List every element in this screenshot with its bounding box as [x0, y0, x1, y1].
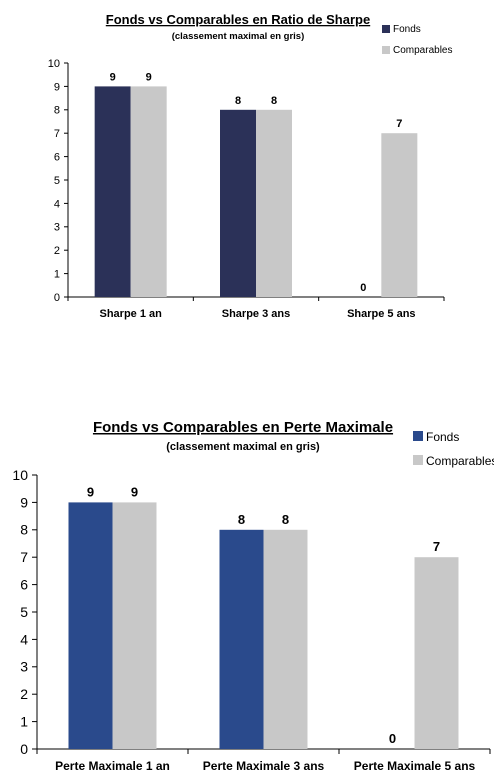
data-label: 8	[282, 512, 289, 527]
bar-fonds	[94, 86, 131, 298]
data-label: 9	[146, 71, 152, 83]
data-label: 0	[389, 731, 396, 746]
perte-maximale-chart-svg: Fonds vs Comparables en Perte Maximale (…	[12, 419, 494, 773]
chart-subtitle: (classement maximal en gris)	[166, 441, 320, 453]
bar-fonds	[68, 502, 113, 749]
data-label: 8	[238, 512, 245, 527]
data-label: 8	[271, 95, 277, 107]
data-label: 9	[110, 71, 116, 83]
data-label: 8	[235, 95, 241, 107]
y-tick-label: 5	[54, 175, 60, 187]
x-tick-label: Perte Maximale 3 ans	[203, 759, 325, 773]
bar-comparables	[130, 86, 167, 298]
data-label: 0	[360, 282, 366, 294]
legend: Fonds Comparables	[382, 24, 452, 56]
bar-comparables	[414, 557, 459, 749]
legend-swatch-comparables	[382, 46, 390, 54]
x-tick-label: Sharpe 1 an	[99, 308, 162, 320]
y-tick-label: 0	[54, 292, 60, 304]
y-tick-label: 2	[54, 245, 60, 257]
y-tick-label: 8	[20, 522, 28, 538]
legend-swatch-fonds	[413, 431, 423, 441]
x-tick-label: Perte Maximale 5 ans	[354, 759, 476, 773]
bar-fonds	[220, 109, 256, 297]
bar-comparables	[263, 529, 308, 749]
y-tick-label: 9	[20, 494, 28, 510]
sharpe-chart-svg: Fonds vs Comparables en Ratio de Sharpe …	[48, 12, 453, 320]
legend-label-comparables: Comparables	[393, 45, 452, 56]
legend-label-fonds: Fonds	[426, 430, 459, 444]
legend-label-comparables: Comparables	[426, 454, 494, 468]
perte-maximale-chart: Fonds vs Comparables en Perte Maximale (…	[0, 400, 494, 773]
data-label: 7	[433, 539, 440, 554]
x-tick-label: Perte Maximale 1 an	[55, 759, 170, 773]
y-tick-label: 3	[20, 659, 28, 675]
y-tick-label: 4	[54, 198, 60, 210]
y-tick-label: 5	[20, 604, 28, 620]
plot-area: 0 1 2 3 4 5 6 7 8 9 10 9 9 Sharpe 1 an 8 8 Sharpe 3 ans 0…	[48, 58, 445, 320]
y-tick-label: 2	[20, 686, 28, 702]
y-tick-label: 4	[20, 631, 28, 647]
bar-fonds	[219, 529, 264, 749]
data-label: 9	[131, 484, 138, 499]
bar-comparables	[381, 133, 418, 297]
data-label: 9	[87, 484, 94, 499]
chart-subtitle: (classement maximal en gris)	[172, 31, 305, 42]
y-tick-label: 9	[54, 81, 60, 93]
x-tick-label: Sharpe 3 ans	[222, 308, 290, 320]
chart-title: Fonds vs Comparables en Perte Maximale	[93, 419, 393, 436]
y-tick-label: 10	[12, 467, 28, 483]
y-tick-label: 7	[20, 549, 28, 565]
legend-swatch-comparables	[413, 455, 423, 465]
y-tick-label: 1	[54, 268, 60, 280]
y-tick-label: 3	[54, 222, 60, 234]
y-tick-label: 1	[20, 714, 28, 730]
chart-title: Fonds vs Comparables en Ratio de Sharpe	[106, 12, 370, 27]
y-tick-label: 6	[54, 151, 60, 163]
x-tick-label: Sharpe 5 ans	[347, 308, 415, 320]
bar-comparables	[112, 502, 157, 749]
data-label: 7	[396, 118, 402, 130]
legend: Fonds Comparables	[413, 430, 494, 468]
legend-label-fonds: Fonds	[393, 24, 421, 35]
y-tick-label: 8	[54, 105, 60, 117]
y-tick-label: 6	[20, 577, 28, 593]
y-tick-label: 10	[48, 58, 60, 70]
sharpe-chart: Fonds vs Comparables en Ratio de Sharpe …	[0, 0, 494, 340]
legend-swatch-fonds	[382, 25, 390, 33]
y-tick-label: 0	[20, 741, 28, 757]
y-tick-label: 7	[54, 128, 60, 140]
plot-area: 0 1 2 3 4 5 6 7 8 9 10 9 9 Perte Maximale 1 an 8 8 Perte…	[12, 467, 491, 773]
bar-comparables	[256, 109, 292, 297]
